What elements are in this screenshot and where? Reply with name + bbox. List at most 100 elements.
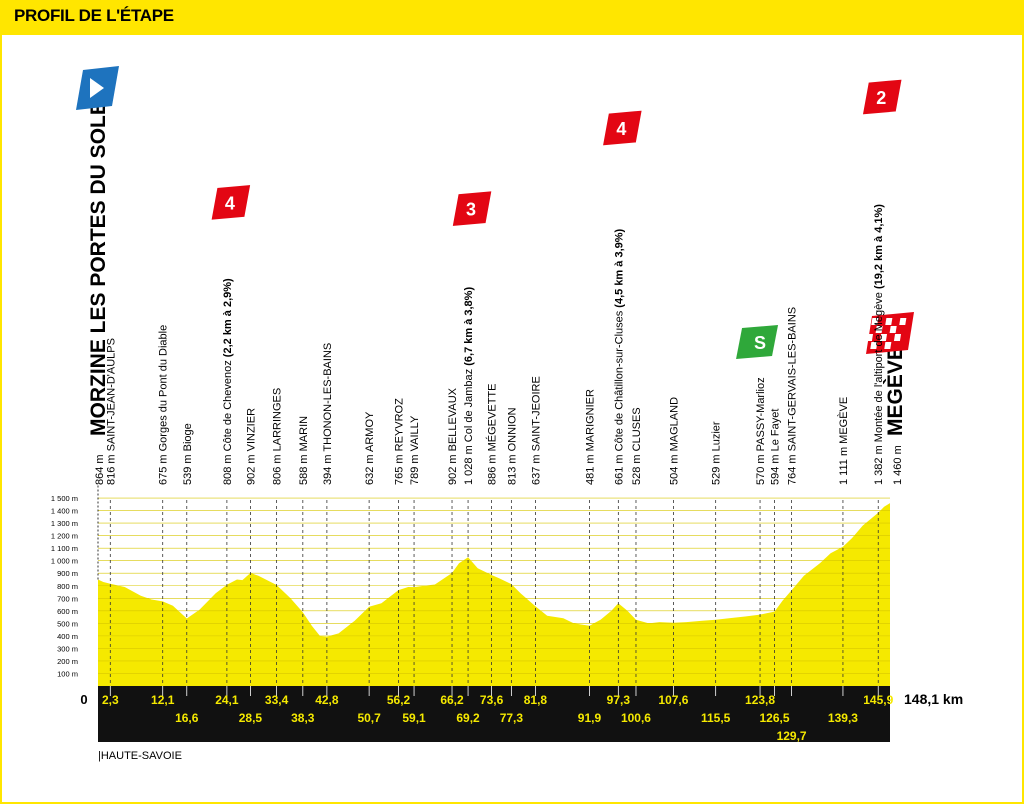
svg-text:886 m MÉGEVETTE: 886 m MÉGEVETTE xyxy=(486,384,499,485)
waypoint-name: 528 m CLUSES xyxy=(631,407,643,485)
km-label: 66,2 xyxy=(440,693,464,707)
climb-category: 2 xyxy=(876,88,886,108)
waypoint-label: 588 m MARIN xyxy=(298,416,310,485)
checker xyxy=(899,318,907,325)
km-label: 126,5 xyxy=(759,711,789,725)
svg-text:539 m Bioge: 539 m Bioge xyxy=(182,423,194,485)
climb-category: 4 xyxy=(616,119,626,139)
km-label: 73,6 xyxy=(480,693,504,707)
waypoint-label: 789 m VAILLY xyxy=(409,415,421,485)
waypoint-label: 902 m BELLEVAUX xyxy=(447,387,459,485)
y-tick-label: 1 300 m xyxy=(51,519,78,528)
km-label: 115,5 xyxy=(701,711,731,725)
svg-text:1 028 m Col de Jambaz (6,7 km: 1 028 m Col de Jambaz (6,7 km à 3,8%) xyxy=(463,287,475,485)
climb-category-badge: 4 xyxy=(601,109,644,147)
y-tick-label: 1 500 m xyxy=(51,494,78,503)
waypoint-label: 765 m REYVROZ xyxy=(394,398,406,485)
svg-text:661 m Côte de Châtillon-sur-Cl: 661 m Côte de Châtillon-sur-Cluses (4,5 … xyxy=(613,228,625,485)
climb-category-badge: 3 xyxy=(451,189,493,228)
km-label: 2,3 xyxy=(102,693,119,707)
start-flag-arrow xyxy=(90,78,104,98)
climb-category: 3 xyxy=(466,200,476,220)
svg-text:481 m MARIGNIER: 481 m MARIGNIER xyxy=(584,389,596,485)
waypoint-name: 637 m SAINT-JEOIRE xyxy=(530,376,542,485)
climb-category-badge: 2 xyxy=(861,78,903,116)
svg-text:504 m MAGLAND: 504 m MAGLAND xyxy=(668,397,680,485)
svg-text:528 m CLUSES: 528 m CLUSES xyxy=(631,407,643,485)
svg-text:902 m BELLEVAUX: 902 m BELLEVAUX xyxy=(447,387,459,485)
waypoint-label: 675 m Gorges du Pont du Diable xyxy=(158,325,170,485)
climb-category-badge: 4 xyxy=(210,183,252,222)
waypoint-name: 661 m Côte de Châtillon-sur-Cluses xyxy=(613,310,625,485)
y-tick-label: 400 m xyxy=(57,632,78,641)
svg-text:902 m VINZIER: 902 m VINZIER xyxy=(245,408,257,485)
waypoint-name: 816 m SAINT-JEAN-D'AULPS xyxy=(105,338,117,485)
svg-text:594 m Le Fayet: 594 m Le Fayet xyxy=(769,409,781,485)
km-label: 12,1 xyxy=(151,693,175,707)
waypoint-name: 808 m Côte de Chevenoz xyxy=(222,360,234,485)
km-label: 107,6 xyxy=(658,693,688,707)
waypoint-name: 539 m Bioge xyxy=(182,423,194,485)
km-label: 129,7 xyxy=(777,729,807,743)
climb-detail: (2,2 km à 2,9%) xyxy=(222,278,234,360)
waypoint-name: 764 m SAINT-GERVAIS-LES-BAINS xyxy=(787,307,799,485)
svg-text:813 m ONNION: 813 m ONNION xyxy=(506,407,518,485)
waypoint-name: 481 m MARIGNIER xyxy=(584,389,596,485)
waypoint-label: 394 m THONON-LES-BAINS xyxy=(322,343,334,485)
waypoint-name: 765 m REYVROZ xyxy=(394,398,406,485)
waypoint-label: 902 m VINZIER xyxy=(245,408,257,485)
y-tick-label: 700 m xyxy=(57,594,78,603)
waypoint-label: 539 m Bioge xyxy=(182,423,194,485)
y-tick-label: 1 400 m xyxy=(51,507,78,516)
km-label: 42,8 xyxy=(315,693,339,707)
y-tick-label: 800 m xyxy=(57,582,78,591)
checker xyxy=(885,318,893,325)
waypoint-name: 594 m Le Fayet xyxy=(769,409,781,485)
start-altitude: 864 m xyxy=(94,454,106,485)
km-label: 38,3 xyxy=(291,711,315,725)
waypoint-name: 675 m Gorges du Pont du Diable xyxy=(158,325,170,485)
checker xyxy=(870,342,878,349)
climb-detail: (4,5 km à 3,9%) xyxy=(613,228,625,310)
km-label: 139,3 xyxy=(828,711,858,725)
waypoint-label: 529 m Luzier xyxy=(711,421,723,485)
waypoint-label: 504 m MAGLAND xyxy=(668,397,680,485)
km-label: 50,7 xyxy=(357,711,381,725)
checker xyxy=(875,326,883,333)
km-label: 28,5 xyxy=(239,711,263,725)
department-label: |HAUTE-SAVOIE xyxy=(98,750,182,762)
y-tick-label: 900 m xyxy=(57,569,78,578)
waypoint-name: 529 m Luzier xyxy=(711,421,723,485)
checker xyxy=(879,334,888,341)
waypoint-name: 632 m ARMOY xyxy=(364,411,376,485)
waypoint-label: 528 m CLUSES xyxy=(631,407,643,485)
waypoint-label: 594 m Le Fayet xyxy=(769,409,781,485)
km-label: 100,6 xyxy=(621,711,651,725)
waypoint-name: 902 m VINZIER xyxy=(245,408,257,485)
km-label: 59,1 xyxy=(402,711,426,725)
waypoint-name: 570 m PASSY-Marlioz xyxy=(755,377,767,485)
page-title: PROFIL DE L'ÉTAPE xyxy=(14,6,174,25)
waypoint-label: 570 m PASSY-Marlioz xyxy=(755,377,767,485)
waypoint-label: 637 m SAINT-JEOIRE xyxy=(530,376,542,485)
km-label: 16,6 xyxy=(175,711,199,725)
km-label: 91,9 xyxy=(578,711,602,725)
y-tick-label: 100 m xyxy=(57,669,78,678)
km-label: 56,2 xyxy=(387,693,411,707)
climb-badge-shape xyxy=(451,189,493,228)
finish-altitude: 1 460 m xyxy=(892,445,904,485)
svg-text:588 m MARIN: 588 m MARIN xyxy=(298,416,310,485)
svg-text:529 m Luzier: 529 m Luzier xyxy=(711,421,723,485)
waypoint-label: 764 m SAINT-GERVAIS-LES-BAINS xyxy=(787,307,799,485)
svg-text:1 111 m MEGÈVE: 1 111 m MEGÈVE xyxy=(837,397,850,485)
waypoint-name: 1 111 m MEGÈVE xyxy=(837,397,850,485)
waypoint-label: 1 028 m Col de Jambaz (6,7 km à 3,8%) xyxy=(463,287,475,485)
profile-area xyxy=(98,503,890,686)
y-tick-label: 200 m xyxy=(57,657,78,666)
svg-text:764 m SAINT-GERVAIS-LES-BAINS: 764 m SAINT-GERVAIS-LES-BAINS xyxy=(787,307,799,485)
waypoint-label: 813 m ONNION xyxy=(506,407,518,485)
y-tick-label: 1 200 m xyxy=(51,532,78,541)
svg-text:816 m SAINT-JEAN-D'AULPS: 816 m SAINT-JEAN-D'AULPS xyxy=(105,338,117,485)
start-name: MORZINE LES PORTES DU SOLEIL xyxy=(87,82,110,436)
